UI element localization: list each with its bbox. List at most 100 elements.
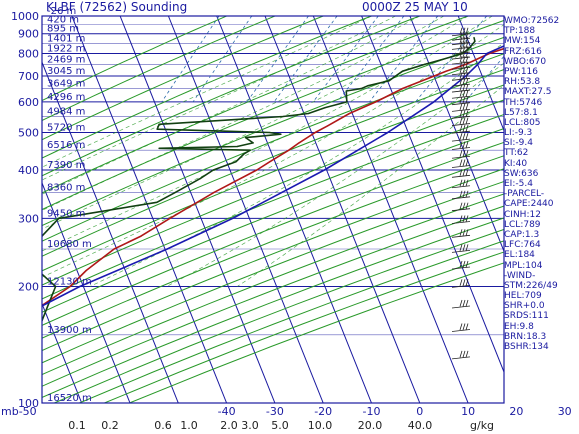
wind-barb-337 — [451, 190, 471, 200]
plot-frame — [41, 15, 505, 404]
moist-adiabat-10 — [42, 16, 469, 230]
parcel-point-4 — [465, 75, 467, 77]
mixing-ratio-line-0.6 — [246, 16, 309, 103]
dry-adiabat-160 — [42, 217, 504, 399]
mixing-ratio-label-5: 5.0 — [271, 419, 289, 432]
dewpoint-point-28 — [199, 178, 201, 180]
index-line-15: SW:636 — [504, 168, 539, 179]
dewpoint-point-27 — [212, 169, 214, 171]
wind-barb-567 — [451, 103, 471, 112]
temp-label-0: 0 — [416, 405, 423, 418]
index-line-31: BRN:18.3 — [504, 331, 547, 342]
moist-adiabat-5 — [42, 16, 445, 211]
temp-label--10: -10 — [363, 405, 381, 418]
height-label-850: 1401 m — [47, 33, 85, 44]
station-title: KLBF (72562) Sounding — [46, 0, 188, 14]
dewpoint-point-37 — [36, 334, 37, 335]
dry-adiabat-150 — [42, 205, 504, 387]
pressure-label-600: 600 — [18, 96, 39, 109]
dry-adiabat--10 — [42, 16, 372, 159]
dry-adiabat--30 — [42, 16, 276, 122]
temp-label-20: 20 — [509, 405, 523, 418]
temperature-point-23 — [16, 334, 17, 335]
mixing-ratio-line-1 — [273, 16, 338, 103]
wind-barb-268 — [451, 229, 471, 238]
index-line-9: L57:8.1 — [504, 107, 538, 118]
temperature-point-21 — [36, 308, 37, 309]
height-label-150: 13900 m — [47, 325, 92, 336]
moist-adiabat--10 — [42, 16, 372, 168]
temperature-point-20 — [69, 285, 71, 288]
wind-barb-820 — [451, 41, 471, 50]
height-label-650: 3649 m — [47, 78, 85, 89]
dry-adiabat-20 — [42, 19, 504, 211]
moist-adiabat-20 — [42, 24, 504, 278]
temperature-point-15 — [213, 191, 215, 193]
index-line-18: CAPE:2440 — [504, 199, 554, 210]
dewpoint-point-15 — [282, 115, 284, 118]
index-line-29: SRDS:111 — [504, 311, 549, 322]
temperature-point-9 — [326, 125, 329, 127]
pressure-label-800: 800 — [18, 48, 39, 61]
dewpoint-point-8 — [388, 80, 390, 82]
parcel-point-6 — [387, 131, 389, 134]
index-line-20: LCL:789 — [504, 219, 541, 230]
isotherm-0 — [264, 16, 421, 403]
temperature-point-18 — [113, 248, 115, 250]
temp-label--20: -20 — [314, 405, 332, 418]
wind-barb-222 — [451, 260, 471, 270]
dewpoint-point-11 — [345, 90, 347, 92]
wind-barb-452 — [451, 141, 471, 150]
stability-indices: WMO:72562 TP:188 MW:154 FRZ:616 WBO:670 PW:11… — [504, 16, 579, 352]
dry-adiabat--20 — [42, 16, 324, 141]
pressure-label-200: 200 — [18, 281, 39, 294]
wind-barb-383 — [451, 169, 471, 178]
height-label-200: 12130 m — [47, 277, 92, 288]
moist-adiabat-0 — [42, 16, 420, 195]
temperature-point-5 — [433, 75, 436, 77]
height-label-750: 2469 m — [47, 54, 85, 65]
dewpoint-point-33 — [36, 248, 37, 249]
wind-barb-498 — [451, 125, 471, 134]
parcel-point-3 — [477, 63, 479, 65]
dewpoint-point-0 — [473, 36, 475, 39]
mixing-ratio-label-10: 10.0 — [308, 419, 333, 432]
dewpoint-point-24 — [249, 149, 251, 151]
wind-barb-797 — [451, 46, 471, 55]
mixing-ratio-label-0.1: 0.1 — [68, 419, 86, 432]
temperature-point-13 — [269, 161, 271, 163]
dry-adiabat-120 — [42, 168, 504, 352]
dewpoint-point-31 — [58, 217, 60, 219]
dewpoint-point-5 — [424, 63, 426, 65]
temperature-point-4 — [445, 70, 447, 72]
pressure-label-1000: 1000 — [11, 10, 39, 23]
index-line-7: MAXT:27.5 — [504, 87, 552, 98]
temperature-point-11 — [298, 142, 300, 144]
height-label-1000: -26 m — [47, 6, 76, 17]
dewpoint-point-34 — [37, 270, 38, 271]
dewpoint-point-20 — [245, 137, 247, 139]
index-line-26: STM:226/49 — [504, 280, 558, 291]
dry-adiabat-50 — [42, 69, 504, 257]
isotherm--40 — [71, 16, 228, 403]
dry-adiabat-70 — [42, 99, 504, 286]
wind-barb-544 — [451, 110, 471, 119]
dry-adiabat-90 — [42, 128, 504, 313]
index-line-28: SHR+0.0 — [504, 301, 545, 312]
dewpoint-profile — [42, 37, 476, 323]
wind-barb-866 — [451, 32, 471, 41]
moist-adiabat-30 — [166, 62, 504, 287]
temperature-point-14 — [256, 169, 258, 171]
mixing-ratio-label-0.6: 0.6 — [154, 419, 172, 432]
index-line-23: EL:184 — [504, 250, 535, 261]
dewpoint-point-1 — [474, 40, 476, 42]
index-line-2: MW:154 — [504, 36, 541, 47]
dewpoint-point-19 — [280, 133, 282, 135]
index-line-24: MPL:104 — [504, 260, 543, 271]
dewpoint-point-25 — [243, 153, 245, 155]
dry-adiabat-110 — [42, 155, 504, 339]
index-line-16: EI:-5.4 — [504, 179, 533, 189]
dewpoint-point-14 — [307, 112, 309, 115]
